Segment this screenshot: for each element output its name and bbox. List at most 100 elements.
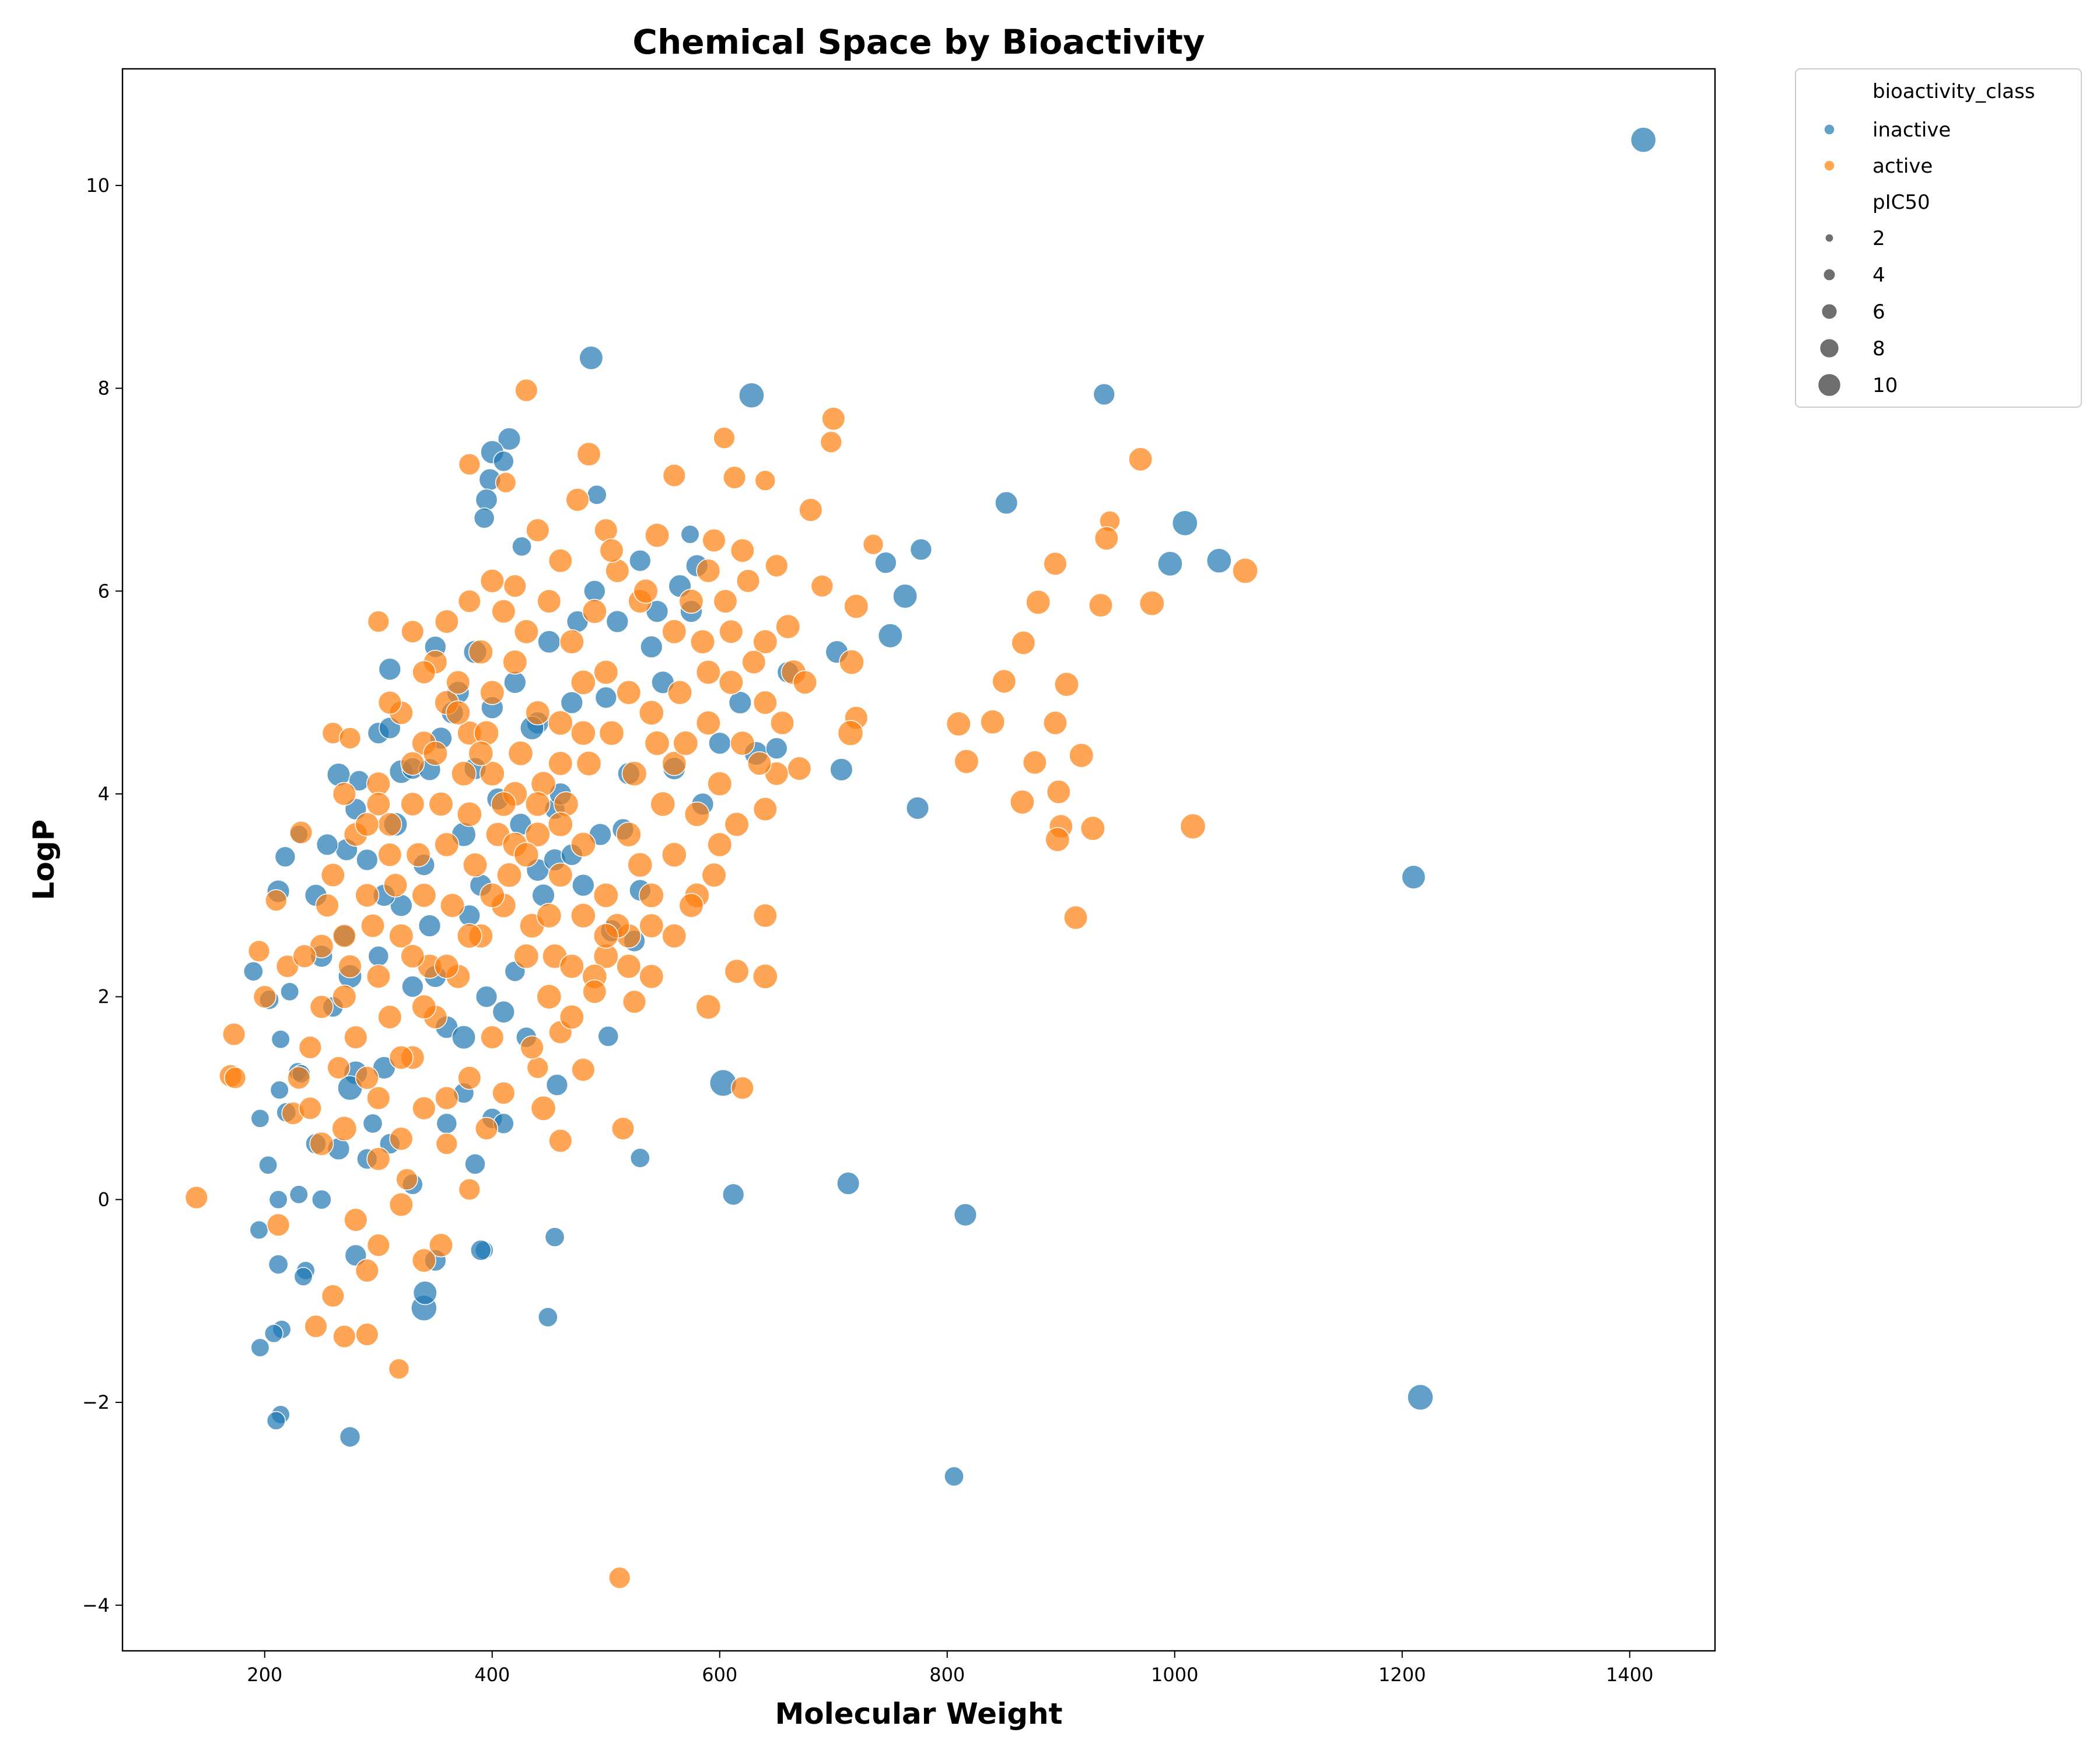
point-inactive-24 (1401, 864, 1426, 890)
point-active-171 (662, 923, 687, 949)
point-active-60 (752, 964, 778, 989)
point-active-35 (1069, 743, 1094, 768)
point-active-37 (980, 709, 1006, 735)
point-active-199 (736, 569, 761, 593)
point-active-5 (247, 940, 271, 963)
point-active-247 (793, 670, 817, 695)
point-active-241 (388, 1045, 414, 1070)
legend-size-marker (1817, 373, 1842, 397)
point-inactive-60 (274, 846, 296, 868)
point-active-138 (537, 589, 562, 614)
point-active-128 (661, 842, 687, 868)
point-active-94 (752, 629, 778, 654)
y-axis-ticks: −4 −2 0 2 4 6 8 10 (82, 174, 123, 1616)
point-active-139 (513, 619, 539, 645)
point-active-256 (468, 740, 494, 766)
point-active-93 (775, 614, 801, 639)
point-active-129 (684, 801, 710, 827)
point-active-9 (321, 1284, 345, 1308)
point-inactive-50 (258, 1155, 278, 1175)
point-active-182 (344, 1208, 368, 1232)
point-inactive-3 (1093, 383, 1115, 406)
point-active-95 (718, 670, 744, 695)
point-inactive-2 (738, 382, 765, 409)
point-inactive-96 (594, 686, 617, 709)
point-active-141 (468, 639, 494, 665)
point-active-89 (645, 523, 670, 548)
point-active-261 (355, 812, 380, 837)
x-tick-label: 1000 (1151, 1664, 1198, 1686)
point-active-101 (570, 720, 596, 746)
point-inactive-38 (412, 1280, 438, 1306)
point-active-33 (992, 669, 1017, 694)
point-inactive-19 (892, 583, 918, 609)
point-active-149 (298, 1035, 322, 1059)
point-inactive-23 (905, 796, 930, 820)
point-inactive-124 (629, 550, 652, 572)
point-active-197 (690, 629, 715, 654)
point-active-260 (377, 842, 402, 867)
point-active-251 (582, 979, 607, 1004)
point-active-146 (355, 883, 380, 908)
point-inactive-145 (316, 833, 339, 856)
point-active-90 (696, 558, 721, 583)
point-inactive-42 (250, 1338, 270, 1357)
point-active-165 (695, 659, 721, 685)
point-inactive-16 (1157, 551, 1183, 577)
point-active-1 (222, 1022, 246, 1046)
point-active-240 (411, 994, 437, 1020)
legend-size-label: 2 (1873, 227, 1885, 250)
point-active-151 (366, 1086, 391, 1111)
point-active-3 (223, 1066, 247, 1089)
point-active-62 (730, 1076, 754, 1100)
point-active-127 (638, 882, 664, 908)
point-active-135 (605, 558, 630, 583)
legend-size-entries: 2 4 6 8 10 (1817, 227, 1898, 397)
point-active-235 (524, 791, 551, 817)
point-active-187 (463, 852, 488, 878)
point-inactive-95 (572, 873, 595, 897)
point-inactive-25 (1407, 1384, 1434, 1411)
point-active-142 (446, 670, 471, 695)
point-active-19 (713, 426, 736, 449)
point-inactive-123 (606, 610, 629, 634)
point-active-16 (495, 472, 517, 494)
point-inactive-106 (728, 691, 752, 715)
point-active-105 (480, 680, 505, 705)
point-active-130 (707, 771, 733, 797)
point-active-85 (457, 589, 481, 613)
point-active-258 (422, 741, 448, 766)
legend-size-marker (1825, 233, 1834, 243)
point-inactive-10 (586, 484, 607, 505)
point-active-242 (678, 892, 704, 918)
point-active-6 (265, 889, 288, 912)
point-active-245 (747, 751, 772, 776)
point-inactive-94 (560, 691, 583, 715)
point-active-249 (616, 954, 642, 979)
point-active-162 (627, 852, 653, 878)
point-active-177 (457, 1066, 482, 1090)
x-tick-label: 200 (247, 1664, 282, 1686)
point-inactive-151 (311, 1189, 332, 1210)
data-points (184, 127, 1657, 1589)
point-inactive-86 (475, 985, 498, 1008)
y-tick-label: −2 (82, 1391, 110, 1413)
point-active-86 (503, 574, 527, 598)
point-active-82 (338, 727, 362, 750)
point-active-198 (713, 589, 738, 614)
point-active-159 (559, 1005, 584, 1030)
point-active-118 (434, 832, 460, 858)
point-active-100 (593, 659, 619, 685)
point-active-172 (639, 964, 664, 989)
point-inactive-6 (493, 450, 514, 473)
point-active-32 (1011, 631, 1036, 655)
point-active-213 (298, 1096, 322, 1120)
point-active-167 (741, 650, 766, 674)
point-active-147 (332, 923, 356, 948)
point-active-193 (598, 720, 625, 746)
point-active-17 (576, 442, 601, 467)
point-inactive-22 (830, 758, 853, 782)
point-active-46 (1180, 813, 1206, 839)
x-tick-label: 400 (474, 1664, 510, 1686)
